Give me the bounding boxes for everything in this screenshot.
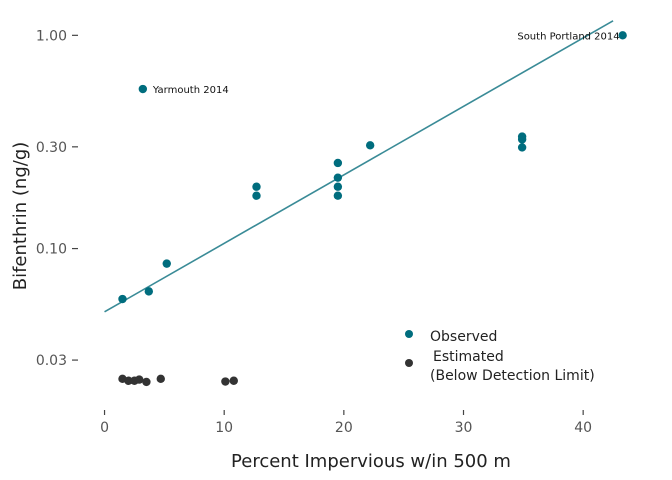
y-axis: 0.03 0.10 0.30 1.00	[36, 28, 78, 369]
legend-estimated-label: Estimated	[433, 349, 504, 365]
estimated-point	[142, 377, 151, 387]
estimated-point	[156, 374, 165, 384]
point-annotation: South Portland 2014	[517, 31, 619, 42]
y-tick-label: 1.00	[36, 28, 67, 44]
observed-point	[517, 135, 527, 144]
y-tick-label: 0.03	[36, 353, 67, 369]
x-tick-label: 40	[574, 420, 592, 436]
estimated-point	[221, 377, 230, 386]
estimated-point	[135, 375, 144, 384]
estimated-point	[124, 376, 133, 385]
observed-point	[618, 31, 627, 40]
estimated-point	[229, 376, 238, 385]
x-axis-title: Percent Impervious w/in 500 m	[231, 451, 511, 472]
legend-observed-label: Observed	[430, 329, 497, 345]
y-tick-label: 0.10	[36, 242, 67, 258]
observed-point	[144, 287, 154, 296]
y-tick-label: 0.30	[36, 140, 67, 156]
regression-line	[104, 20, 614, 313]
observed-point	[252, 182, 261, 191]
x-tick-label: 20	[335, 420, 353, 436]
x-tick-label: 10	[215, 420, 233, 436]
regression-line-group	[104, 20, 614, 313]
point-annotation: Yarmouth 2014	[152, 85, 229, 96]
legend-estimated-swatch	[405, 359, 413, 367]
x-tick-label: 30	[455, 420, 473, 436]
x-axis: 0 10 20 30 40	[100, 410, 592, 436]
observed-point	[365, 141, 375, 150]
observed-point	[138, 84, 148, 94]
observed-point	[517, 143, 527, 152]
observed-point	[252, 191, 261, 200]
observed-point	[333, 173, 343, 182]
observed-point	[333, 158, 343, 168]
x-tick-label: 0	[100, 420, 109, 436]
observed-point	[118, 294, 127, 304]
observed-point	[333, 182, 343, 191]
observed-point	[162, 259, 171, 268]
legend: Observed Estimated (Below Detection Limi…	[405, 329, 595, 384]
legend-estimated-sublabel: (Below Detection Limit)	[430, 368, 595, 384]
observed-point	[333, 191, 343, 200]
annotations-group: Yarmouth 2014 South Portland 2014	[152, 31, 620, 96]
y-axis-title: Bifenthrin (ng/g)	[10, 142, 31, 291]
legend-observed-swatch	[405, 330, 413, 338]
data-points-group	[118, 31, 627, 387]
